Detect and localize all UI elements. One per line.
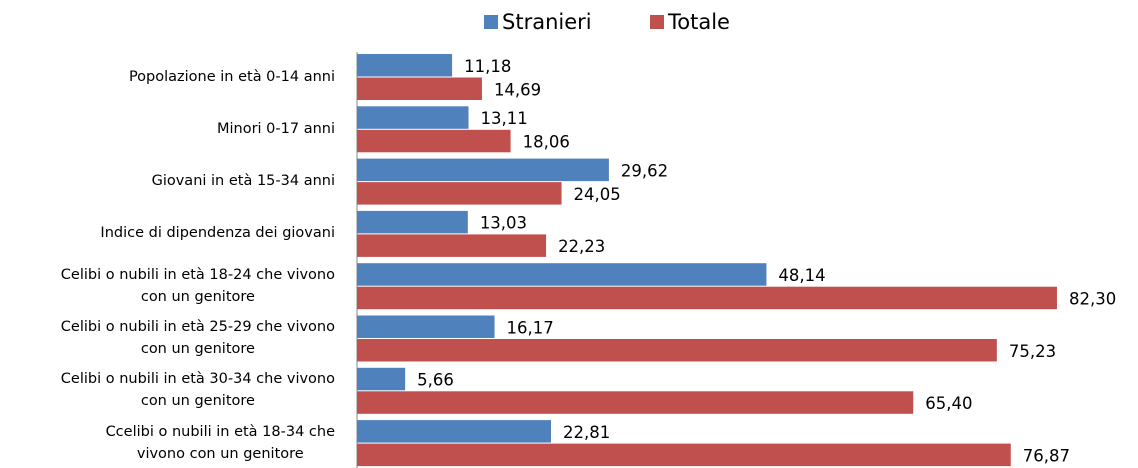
- category-text: Celibi o nubili in età 18-24 che vivono …: [60, 266, 335, 305]
- category-label: Popolazione in età 0-14 anni: [0, 66, 335, 88]
- bar: [357, 129, 511, 153]
- value-label: 76,87: [1023, 446, 1070, 465]
- bar: [357, 443, 1011, 467]
- value-label: 75,23: [1009, 342, 1056, 361]
- category-text: Minori 0-17 anni: [216, 120, 335, 137]
- category-label: Celibi o nubili in età 30-34 che vivono …: [0, 368, 335, 412]
- bar: [357, 367, 406, 391]
- category-text: Celibi o nubili in età 30-34 che vivono …: [60, 371, 335, 410]
- value-label: 13,03: [480, 214, 527, 233]
- category-label: Celibi o nubili in età 18-24 che vivono …: [0, 264, 335, 308]
- value-label: 22,23: [558, 237, 605, 256]
- value-label: 24,05: [574, 185, 621, 204]
- legend-swatch: [650, 15, 664, 29]
- category-label: Indice di dipendenza dei giovani: [0, 222, 335, 244]
- legend-label: Stranieri: [502, 10, 592, 34]
- bar: [357, 106, 469, 129]
- legend-label: Totale: [667, 10, 730, 34]
- bar: [357, 54, 453, 77]
- category-text: Popolazione in età 0-14 anni: [128, 68, 335, 85]
- value-label: 11,18: [464, 57, 511, 76]
- bar: [357, 158, 609, 182]
- value-label: 5,66: [417, 371, 454, 390]
- bar: [357, 315, 495, 338]
- bar: [357, 263, 767, 286]
- legend-swatch: [484, 15, 498, 29]
- category-text: Indice di dipendenza dei giovani: [100, 225, 335, 242]
- value-label: 48,14: [778, 266, 825, 285]
- bar: [357, 339, 997, 362]
- category-text: Celibi o nubili in età 25-29 che vivono …: [60, 319, 335, 357]
- value-label: 18,06: [523, 133, 570, 152]
- category-label: Celibi o nubili in età 25-29 che vivono …: [0, 316, 335, 360]
- value-label: 13,11: [481, 109, 528, 128]
- category-text: Giovani in età 15-34 anni: [151, 173, 335, 190]
- value-label: 65,40: [925, 394, 972, 413]
- value-label: 16,17: [507, 318, 554, 337]
- value-label: 82,30: [1069, 289, 1116, 308]
- bar: [357, 182, 562, 205]
- value-label: 22,81: [563, 423, 610, 442]
- category-text: Ccelibi o nubili in età 18-34 che vivono…: [105, 423, 335, 462]
- bar: [357, 391, 914, 414]
- category-label: Ccelibi o nubili in età 18-34 che vivono…: [0, 421, 335, 465]
- value-label: 14,69: [494, 80, 541, 99]
- bar: [357, 420, 551, 443]
- value-label: 29,62: [621, 161, 668, 180]
- category-label: Giovani in età 15-34 anni: [0, 170, 335, 192]
- category-label: Minori 0-17 anni: [0, 118, 335, 140]
- bar: [357, 210, 468, 234]
- bar: [357, 234, 547, 257]
- bar: [357, 286, 1057, 310]
- bar: [357, 77, 482, 100]
